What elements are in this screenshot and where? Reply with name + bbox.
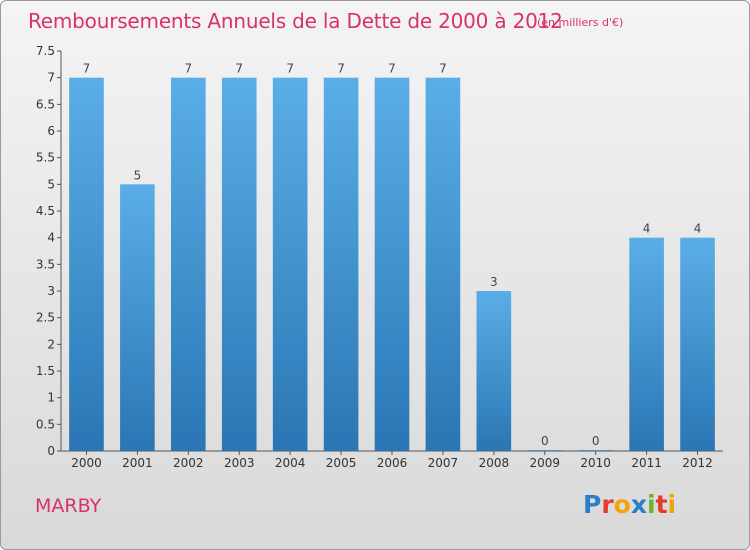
bar <box>69 77 104 452</box>
x-tick-label: 2003 <box>224 456 255 470</box>
logo-letter: P <box>583 490 602 519</box>
logo-letter: t <box>655 490 668 519</box>
chart-bars <box>69 77 715 452</box>
data-label: 5 <box>134 168 142 182</box>
logo-letter: i <box>647 490 656 519</box>
y-tick-label: 2 <box>47 337 55 351</box>
bar <box>629 237 664 451</box>
chart-subtitle: (en milliers d'€) <box>537 16 624 29</box>
bar <box>374 77 410 452</box>
logo-letter: x <box>630 490 647 519</box>
data-label: 4 <box>694 222 702 236</box>
y-tick-label: 1 <box>47 391 55 405</box>
chart-axes: 0 0.5 1 1.5 2 2.5 3 3.5 4 4.5 5 5.5 6 6.5 7 7.5 2000 2001… <box>36 44 723 470</box>
bar <box>527 450 563 451</box>
y-tick-label: 7.5 <box>36 44 55 58</box>
chart-title: Remboursements Annuels de la Dette de 20… <box>28 9 563 33</box>
y-tick-label: 1.5 <box>36 364 55 378</box>
data-label: 0 <box>592 434 600 448</box>
y-tick-label: 0 <box>47 444 55 458</box>
y-tick-label: 4 <box>47 231 55 245</box>
data-label: 0 <box>541 434 549 448</box>
x-tick-label: 2009 <box>529 456 560 470</box>
y-tick-label: 5.5 <box>36 151 55 165</box>
bar <box>221 77 257 452</box>
proxiti-logo[interactable]: Proxiti <box>583 490 676 519</box>
y-tick-label: 2.5 <box>36 311 55 325</box>
y-tick-label: 3 <box>47 284 55 298</box>
x-tick-label: 2000 <box>71 456 102 470</box>
x-tick-label: 2001 <box>122 456 153 470</box>
town-name: MARBY <box>35 495 102 517</box>
logo-letter: o <box>613 490 631 519</box>
data-label: 7 <box>184 62 192 76</box>
bar <box>578 450 614 451</box>
data-label: 7 <box>439 62 447 76</box>
x-tick-label: 2012 <box>682 456 713 470</box>
logo-letter: i <box>667 490 677 519</box>
y-tick-label: 7 <box>47 71 55 85</box>
y-tick-label: 0.5 <box>36 417 55 431</box>
chart-labels: 7 5 7 7 7 7 7 7 3 0 0 4 4 <box>83 62 702 448</box>
data-label: 7 <box>388 62 396 76</box>
y-tick-label: 4.5 <box>36 204 55 218</box>
y-tick-label: 6 <box>47 124 55 138</box>
y-tick-label: 3.5 <box>36 257 55 271</box>
bar <box>120 184 155 452</box>
x-tick-label: 2006 <box>377 456 408 470</box>
x-tick-label: 2011 <box>631 456 662 470</box>
x-tick-label: 2007 <box>428 456 459 470</box>
data-label: 7 <box>337 62 345 76</box>
bar <box>425 77 461 452</box>
x-tick-label: 2002 <box>173 456 204 470</box>
x-tick-label: 2008 <box>479 456 510 470</box>
y-tick-label: 6.5 <box>36 97 55 111</box>
logo-letter: r <box>601 490 614 519</box>
x-tick-label: 2005 <box>326 456 357 470</box>
data-label: 7 <box>286 62 294 76</box>
bar <box>170 77 206 452</box>
data-label: 7 <box>83 62 91 76</box>
bar <box>272 77 308 452</box>
data-label: 4 <box>643 222 651 236</box>
data-label: 7 <box>235 62 243 76</box>
bar <box>680 237 715 451</box>
bar <box>476 291 512 451</box>
x-tick-label: 2010 <box>580 456 611 470</box>
data-label: 3 <box>490 275 498 289</box>
y-tick-label: 5 <box>47 177 55 191</box>
x-tick-label: 2004 <box>275 456 306 470</box>
bar <box>323 77 359 452</box>
